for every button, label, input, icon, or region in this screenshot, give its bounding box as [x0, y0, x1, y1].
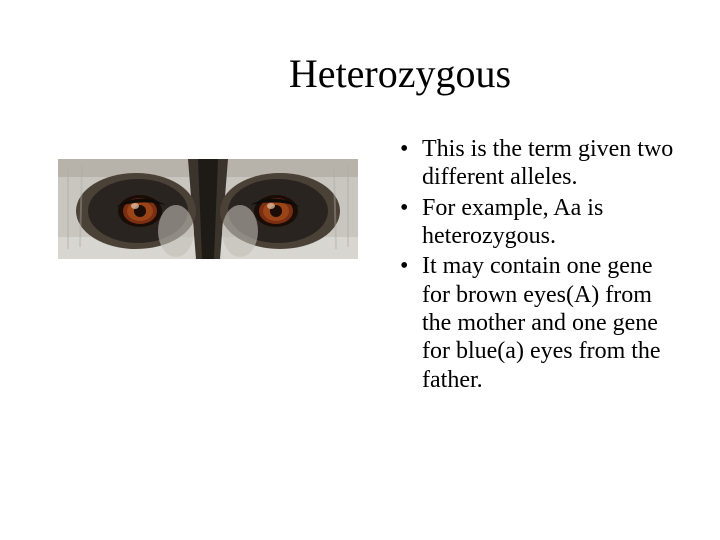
- bullet-list: This is the term given two different all…: [400, 135, 680, 396]
- slide-title: Heterozygous: [120, 50, 680, 97]
- bullet-item: For example, Aa is heterozygous.: [400, 194, 680, 251]
- bullet-item: It may contain one gene for brown eyes(A…: [400, 252, 680, 394]
- dog-eyes-image: [58, 159, 358, 259]
- slide: Heterozygous: [0, 0, 720, 540]
- content-row: This is the term given two different all…: [40, 135, 680, 396]
- bullet-item: This is the term given two different all…: [400, 135, 680, 192]
